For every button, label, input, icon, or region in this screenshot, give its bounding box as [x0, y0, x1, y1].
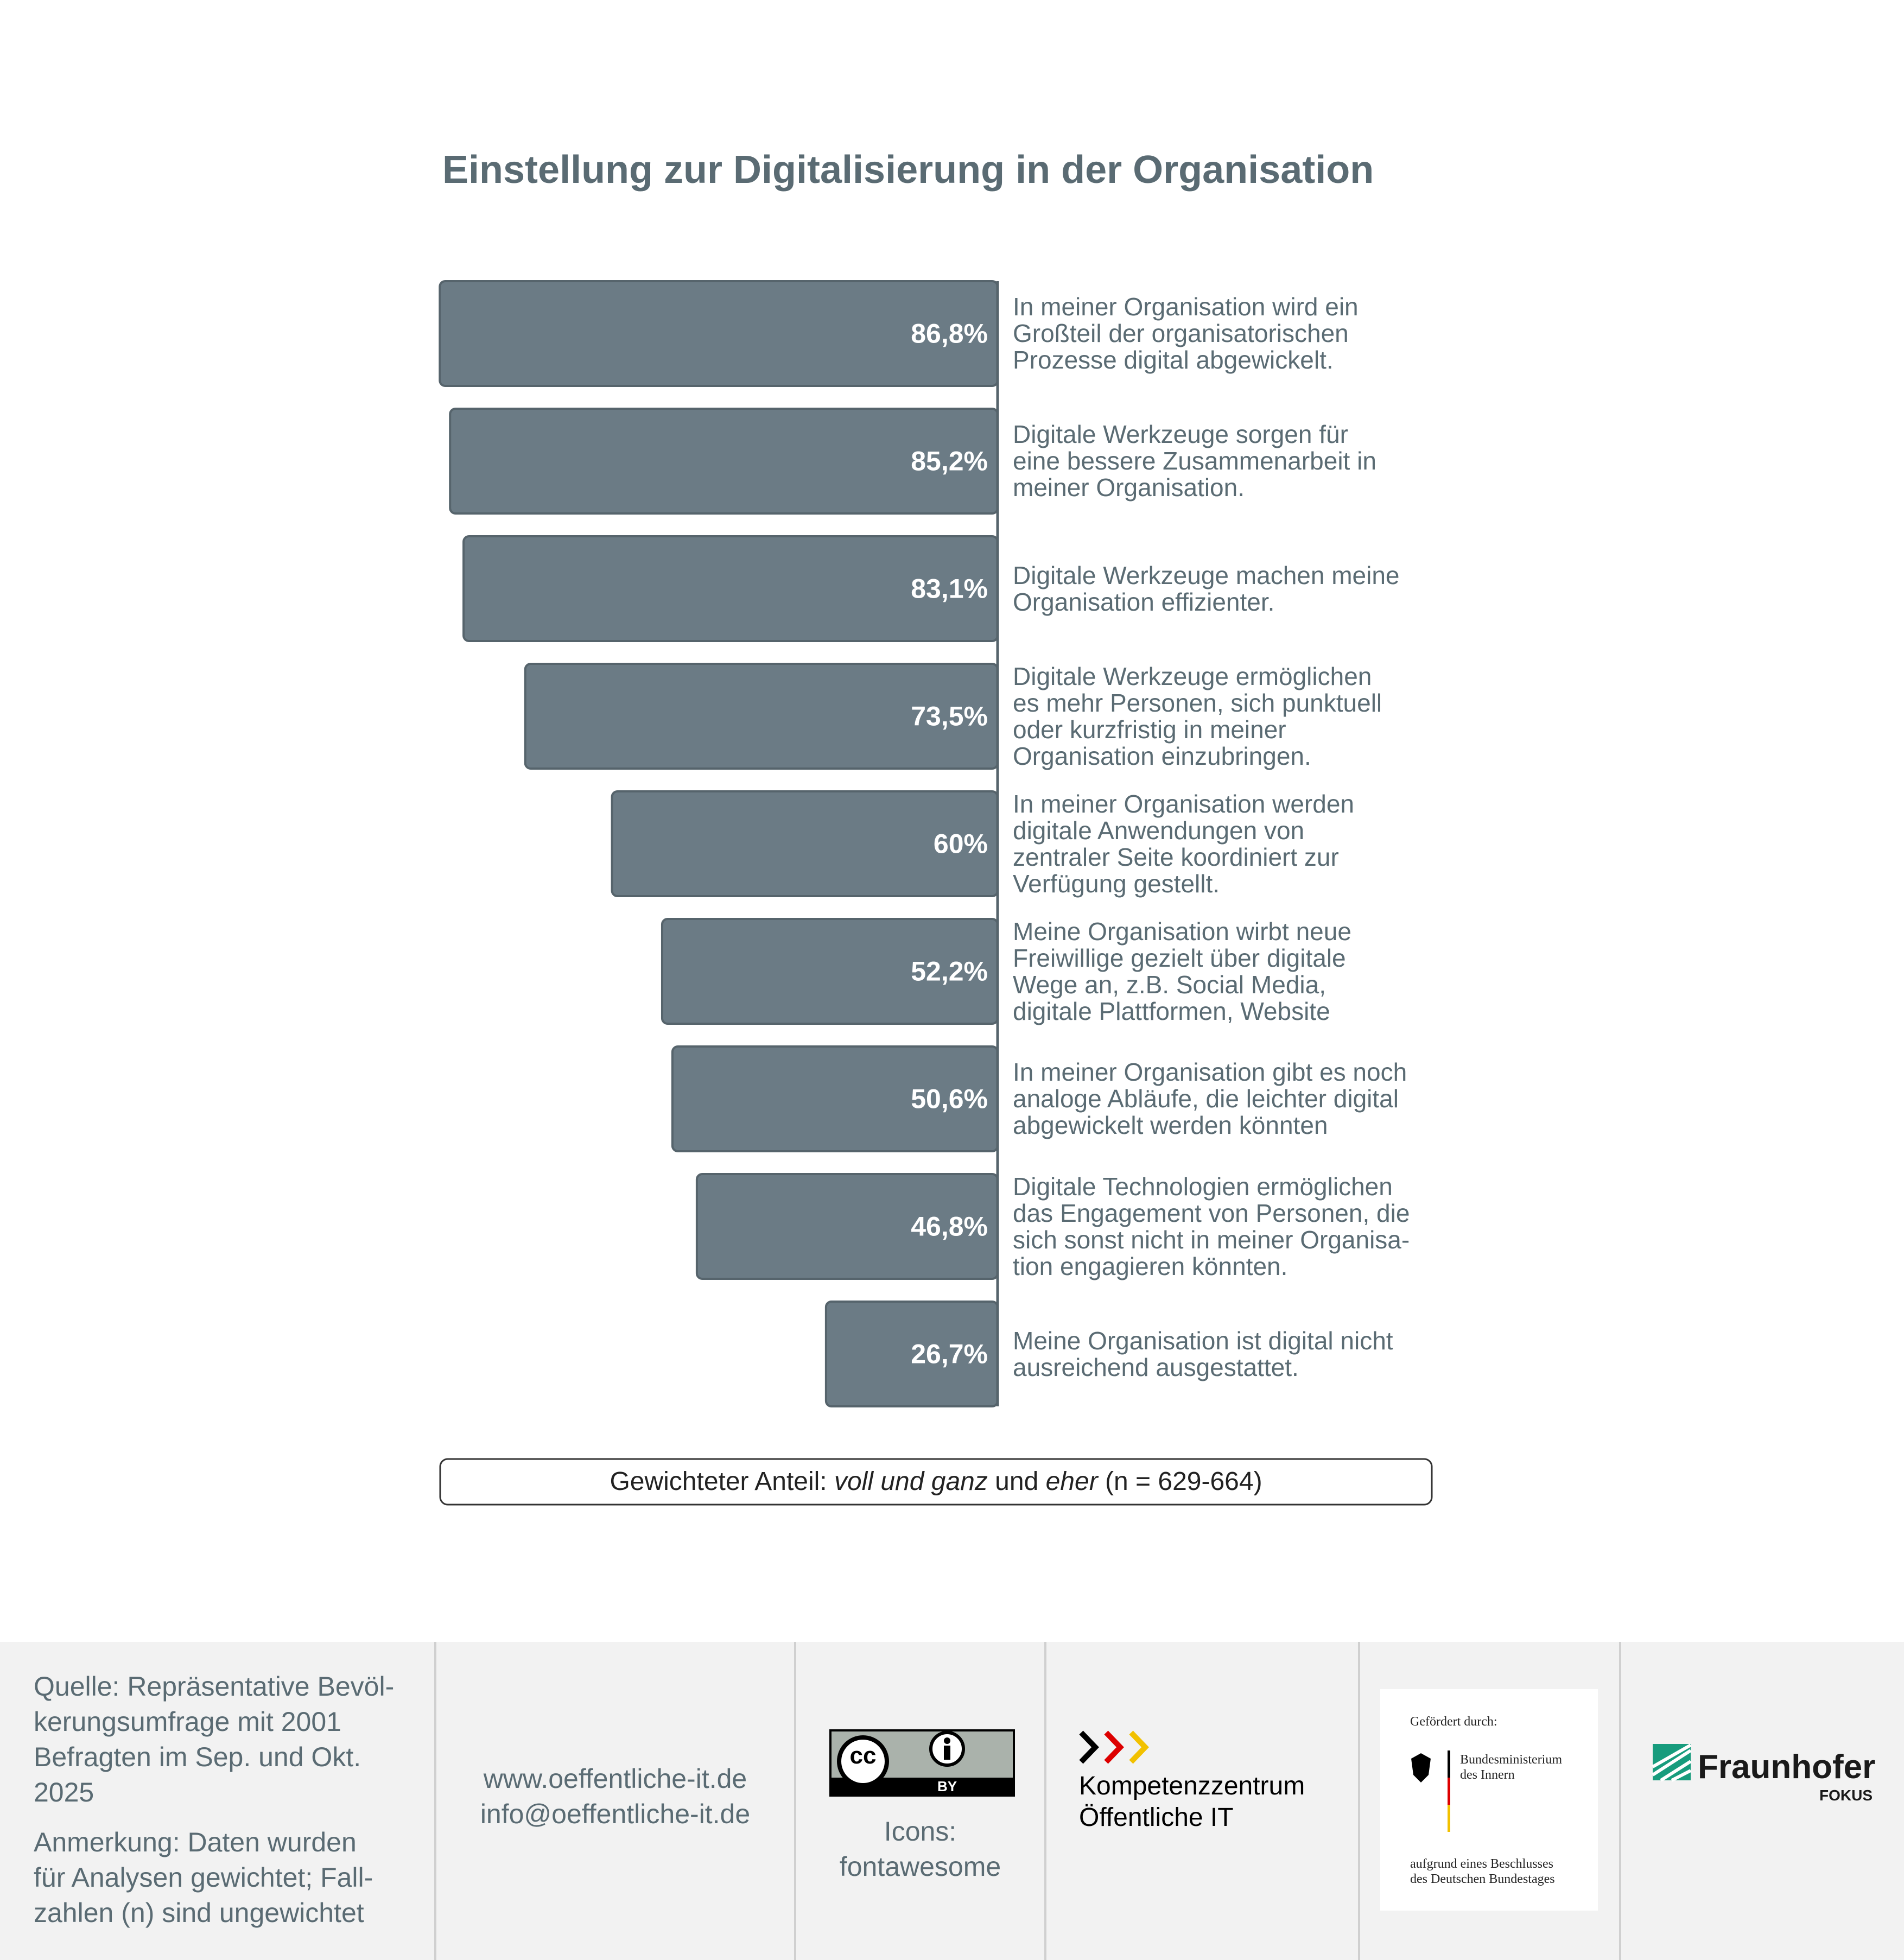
fokus: FOKUS — [1819, 1787, 1873, 1804]
flag-red — [1448, 1778, 1450, 1805]
mail: info@oeffentliche-it.de — [480, 1799, 751, 1829]
value-label: 26,7% — [911, 1339, 988, 1369]
category-label: Digitale Werkzeuge ermöglichen es mehr P… — [1013, 662, 1382, 770]
chart-title: Einstellung zur Digitalisierung in der O… — [442, 148, 1374, 192]
by-icon-head — [944, 1737, 950, 1744]
note-part: und — [987, 1467, 1046, 1496]
value-label: 73,5% — [911, 701, 988, 732]
category-label: Digitale Werkzeuge machen meine Organisa… — [1013, 561, 1400, 616]
decision: aufgrund eines Beschlusses des Deutschen… — [1410, 1857, 1555, 1886]
note-part: voll und ganz — [834, 1467, 988, 1496]
value-label: 83,1% — [911, 574, 988, 604]
category-label: Digitale Werkzeuge sorgen für eine besse… — [1013, 420, 1376, 502]
category-label: Meine Organisation ist digital nicht aus… — [1013, 1326, 1393, 1381]
note-part: (n = 629-664) — [1097, 1467, 1262, 1496]
cc-circle — [837, 1735, 889, 1787]
value-label: 85,2% — [911, 446, 988, 477]
source: Quelle: Repräsentative Bevöl- kerungsumf… — [34, 1671, 395, 1807]
bmi-box — [1380, 1689, 1598, 1911]
category-label: Digitale Technologien ermöglichen das En… — [1013, 1172, 1410, 1280]
fraunhofer: Fraunhofer — [1698, 1748, 1876, 1786]
category-label: Meine Organisation wirbt neue Freiwillig… — [1013, 917, 1351, 1025]
footer-dividers — [434, 1642, 1621, 1960]
value-label: 52,2% — [911, 956, 988, 987]
note: Gewichteter Anteil: voll und ganz und eh… — [440, 1459, 1432, 1505]
flag-black — [1448, 1750, 1450, 1778]
value-label: 60% — [934, 829, 988, 859]
category-label: In meiner Organisation wird ein Großteil… — [1013, 293, 1359, 374]
by-icon-body — [944, 1746, 950, 1760]
value-label: 46,8% — [911, 1211, 988, 1242]
web: www.oeffentliche-it.de — [483, 1764, 747, 1794]
category-label: In meiner Organisation gibt es noch anal… — [1013, 1058, 1407, 1139]
ministry: Bundesministerium des Innern — [1460, 1753, 1562, 1782]
note-part: eher — [1045, 1467, 1098, 1496]
category-label: In meiner Organisation werden digitale A… — [1013, 789, 1354, 898]
icons-credit: Icons: fontawesome — [839, 1816, 1001, 1882]
flag-gold — [1448, 1805, 1450, 1832]
funded-by: Gefördert durch: — [1410, 1715, 1497, 1729]
remark: Anmerkung: Daten wurden für Analysen gew… — [34, 1827, 373, 1928]
fraunhofer-logo — [1652, 1743, 1692, 1782]
kompetenz-name: Kompetenzzentrum Öffentliche IT — [1079, 1772, 1305, 1832]
value-label: 50,6% — [911, 1084, 988, 1114]
value-label: 86,8% — [911, 319, 988, 349]
note-part: Gewichteter Anteil: — [610, 1467, 834, 1496]
cc-term: BY — [937, 1778, 957, 1794]
note-box — [439, 1458, 1433, 1506]
eagle — [1411, 1753, 1431, 1783]
cc-mark: cc — [849, 1742, 877, 1769]
kompetenz-logo — [1079, 1730, 1149, 1764]
